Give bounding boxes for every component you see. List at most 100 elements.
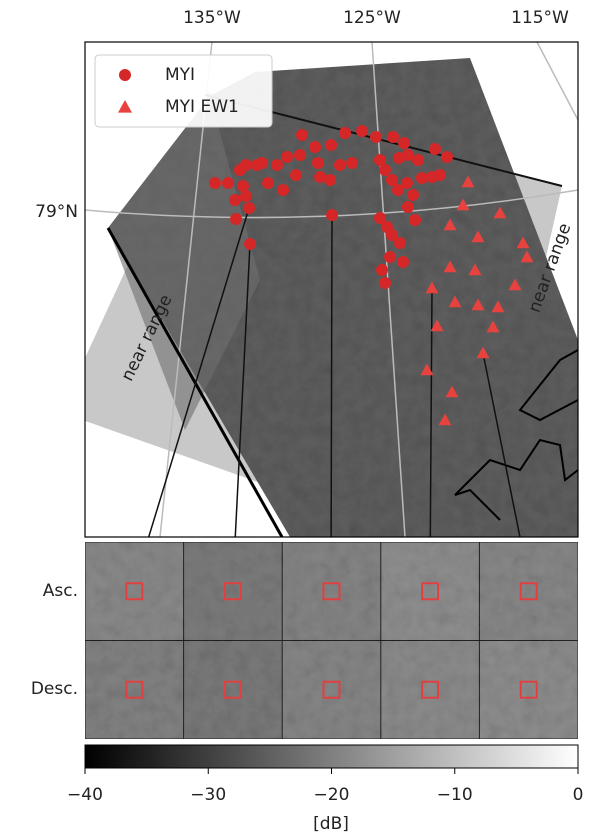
legend-marker — [118, 100, 132, 113]
patch-target — [519, 582, 538, 601]
image-patch — [478, 640, 579, 740]
myi-point — [412, 154, 424, 166]
link-line — [482, 352, 521, 537]
map-area — [85, 42, 578, 537]
link-line — [234, 243, 251, 537]
ew1-point — [493, 206, 507, 219]
row-label: Desc. — [31, 679, 78, 699]
myi-point — [374, 154, 386, 166]
ew1-point — [420, 363, 434, 376]
link-line — [330, 214, 333, 537]
colorbar-tick-label: −30 — [190, 785, 226, 805]
longitude-label: 135°W — [183, 8, 241, 28]
myi-point — [429, 143, 441, 155]
ew1-point — [486, 320, 500, 333]
myi-point — [237, 180, 249, 192]
myi-point — [392, 184, 404, 196]
colorbar-tick-label: −20 — [314, 785, 350, 805]
myi-point — [339, 127, 351, 139]
patch-target — [125, 582, 144, 601]
myi-point — [402, 149, 414, 161]
ew1-point — [430, 319, 444, 332]
myi-point — [374, 212, 386, 224]
patch-target — [223, 582, 242, 601]
colorbar-tick-label: −10 — [437, 785, 473, 805]
myi-point — [209, 177, 221, 189]
ew1-point — [468, 263, 482, 276]
patch-target — [322, 582, 341, 601]
row-label: Asc. — [43, 581, 78, 601]
myi-point — [243, 202, 255, 214]
myi-point — [398, 137, 410, 149]
swath-edge — [106, 227, 284, 537]
ew1-point — [443, 260, 457, 273]
legend-label: MYI EW1 — [165, 97, 239, 117]
colorbar-label: [dB] — [313, 814, 349, 834]
coastline — [454, 349, 578, 521]
myi-point — [441, 151, 453, 163]
myi-point — [407, 189, 419, 201]
colorbar-tick-label: −40 — [67, 785, 103, 805]
ew1-point — [425, 281, 439, 294]
colorbar — [84, 744, 579, 769]
longitude-label: 125°W — [343, 8, 401, 28]
myi-point — [256, 157, 268, 169]
myi-point — [356, 125, 368, 137]
ew1-point — [491, 300, 505, 313]
patch-target — [322, 680, 341, 699]
myi-point — [334, 159, 346, 171]
myi-point — [271, 159, 283, 171]
image-patch — [281, 541, 382, 641]
myi-point — [397, 256, 409, 268]
ew1-point — [508, 278, 522, 291]
myi-point — [402, 201, 414, 213]
patch-target — [519, 680, 538, 699]
myi-point — [384, 251, 396, 263]
ew1-point — [443, 218, 457, 231]
myi-point — [387, 131, 399, 143]
myi-point — [244, 238, 256, 250]
ew1-point — [471, 298, 485, 311]
myi-point — [346, 157, 358, 169]
image-patch — [380, 541, 480, 641]
myi-point — [296, 129, 308, 141]
ew1-point — [520, 250, 534, 263]
ew1-point — [471, 230, 485, 243]
patch-target — [125, 680, 144, 699]
myi-point — [386, 229, 398, 241]
myi-point — [240, 159, 252, 171]
myi-point — [281, 151, 293, 163]
myi-point — [312, 157, 324, 169]
myi-point — [394, 237, 406, 249]
myi-point — [222, 177, 234, 189]
image-patch — [281, 640, 382, 740]
myi-point — [262, 177, 274, 189]
myi-point — [409, 214, 421, 226]
latitude-label: 79°N — [35, 202, 78, 222]
ew1-point — [456, 198, 470, 211]
sar-strip — [108, 96, 260, 430]
patch-target — [223, 680, 242, 699]
legend-label: MYI — [165, 65, 195, 85]
myi-point — [290, 169, 302, 181]
image-patch — [380, 640, 480, 740]
image-patch — [84, 640, 185, 740]
image-patch — [183, 541, 283, 641]
map-frame — [84, 41, 579, 538]
myi-point — [294, 149, 306, 161]
ew1-point — [438, 413, 452, 426]
image-patch — [478, 541, 579, 641]
ew1-point — [476, 346, 490, 359]
myi-point — [240, 190, 252, 202]
ew1-point — [516, 236, 530, 249]
patch-target — [421, 582, 440, 601]
legend — [94, 54, 273, 128]
colorbar-tick-label: 0 — [573, 785, 584, 805]
myi-point — [416, 172, 428, 184]
myi-point — [314, 171, 326, 183]
myi-point — [229, 194, 241, 206]
myi-point — [325, 139, 337, 151]
myi-point — [379, 164, 391, 176]
myi-point — [386, 174, 398, 186]
link-line — [429, 287, 433, 537]
